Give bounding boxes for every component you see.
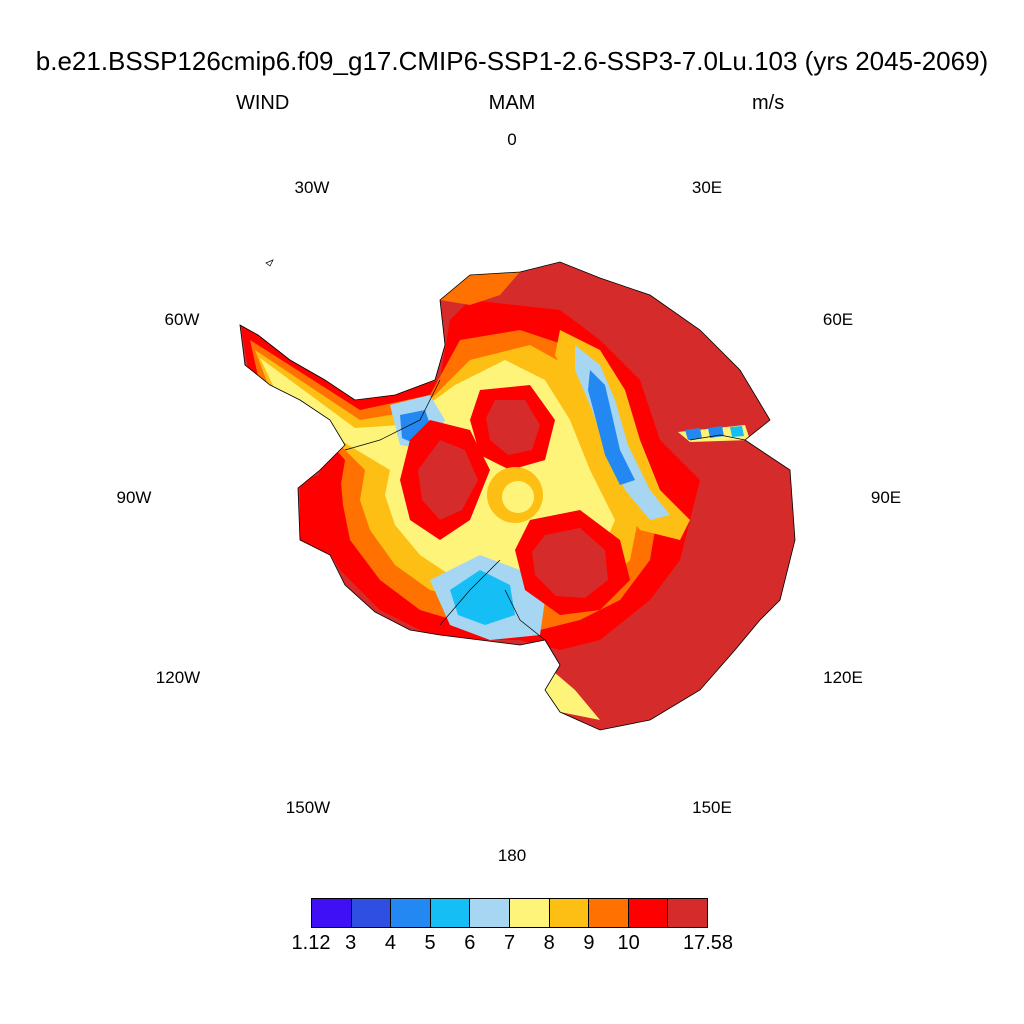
season-label: MAM (488, 92, 536, 114)
field-ea-ridge-4 (588, 370, 635, 485)
wind-field (240, 262, 795, 730)
lon-label-90e: 90E (870, 488, 902, 507)
units-label: m/s (752, 92, 785, 114)
lon-label-120e: 120E (823, 668, 863, 687)
colorbar-label-5: 6 (464, 932, 476, 954)
field-ross-core (450, 570, 515, 625)
field-amery-blue-3 (730, 426, 744, 437)
small-island (265, 259, 274, 267)
field-amery-blue-1 (685, 428, 702, 440)
colorbar-label-10: 17.58 (682, 932, 734, 954)
colorbar-label-6: 7 (503, 932, 516, 954)
ice-shelf-lines (344, 379, 746, 641)
colorbar-label-2: 3 (345, 932, 357, 954)
lon-label-180: 180 (497, 846, 527, 865)
lon-label-150w: 150W (285, 798, 331, 817)
lon-label-30w: 30W (294, 178, 330, 197)
coastline (239, 261, 796, 731)
field-amery-blue-2 (708, 426, 724, 438)
lon-label-120w: 120W (155, 668, 201, 687)
lon-label-60w: 60W (164, 310, 200, 329)
plot-title: b.e21.BSSP126cmip6.f09_g17.CMIP6-SSP1-2.… (35, 46, 989, 76)
lon-label-150e: 150E (692, 798, 732, 817)
colorbar-label-9: 10 (617, 932, 640, 954)
variable-label: WIND (236, 92, 290, 114)
field-coast-orange-n (440, 272, 520, 305)
field-dome-core (486, 400, 540, 455)
colorbar-box-2 (351, 899, 392, 927)
colorbar-box-1 (312, 899, 352, 927)
colorbar-box-5 (470, 899, 510, 927)
colorbar-box-3 (391, 899, 431, 927)
colorbar-box-4 (430, 899, 471, 927)
lon-label-30e: 30E (691, 178, 723, 197)
colorbar-label-7: 8 (543, 932, 555, 954)
field-coast-red-w (300, 470, 345, 555)
colorbar-box-7 (549, 899, 590, 927)
colorbar-label-1: 1.12 (291, 932, 331, 954)
colorbar-box-9 (628, 899, 669, 927)
colorbar-box-8 (589, 899, 629, 927)
colorbar-box-10 (668, 899, 707, 927)
field-coast-yellow-s (540, 660, 600, 720)
colorbar-label-8: 9 (583, 932, 595, 954)
field-west-dome-core (418, 440, 478, 520)
colorbar-box-6 (509, 899, 550, 927)
colorbar-label-4: 5 (424, 932, 436, 954)
colorbar (311, 898, 708, 928)
field-pole-center (502, 481, 534, 513)
colorbar-label-3: 4 (384, 932, 396, 954)
lon-label-60e: 60E (822, 310, 854, 329)
lon-label-0: 0 (507, 130, 517, 149)
field-south-dome-core (532, 528, 608, 598)
lon-label-90w: 90W (116, 488, 152, 507)
